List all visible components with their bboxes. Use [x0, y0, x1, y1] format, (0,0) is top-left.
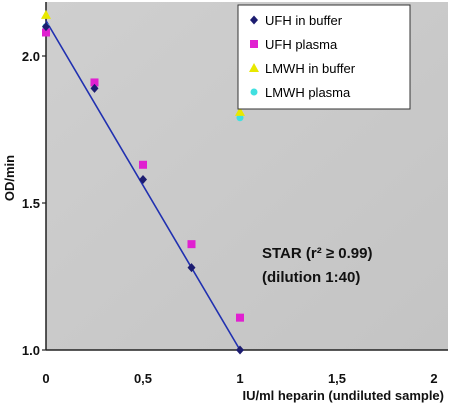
annotation-line-1: STAR (r² ≥ 0.99) — [262, 245, 372, 262]
legend: UFH in buffer UFH plasma LMWH in buffer LMW… — [237, 4, 411, 110]
legend-marker — [250, 15, 258, 25]
data-point — [236, 345, 244, 355]
data-point — [187, 263, 196, 273]
data-point — [187, 240, 196, 249]
data-point — [236, 313, 244, 322]
data-point — [42, 22, 50, 32]
data-point — [139, 160, 147, 169]
y-tick-label: 2.0 — [22, 49, 40, 64]
y-axis-title: OD/min — [2, 155, 17, 201]
x-tick-label: 0 — [42, 371, 49, 386]
x-tick-label: 0,5 — [134, 371, 152, 386]
data-point — [41, 9, 51, 19]
y-tick-label: 1.5 — [22, 196, 40, 211]
legend-label: UFH in buffer — [265, 13, 343, 28]
legend-marker — [250, 40, 258, 48]
data-point — [90, 78, 99, 87]
legend-marker — [249, 63, 259, 72]
legend-label: UFH plasma — [265, 37, 338, 52]
annotation-line-2: (dilution 1:40) — [262, 269, 360, 286]
legend-label: LMWH in buffer — [265, 61, 356, 76]
x-axis-title: IU/ml heparin (undiluted sample) — [242, 388, 444, 403]
x-tick-label: 2 — [430, 371, 437, 386]
data-point — [139, 174, 147, 184]
data-point — [42, 28, 50, 37]
x-tick-label: 1,5 — [328, 371, 346, 386]
y-tick-label: 1.0 — [22, 343, 40, 358]
data-point — [235, 106, 245, 116]
legend-label: LMWH plasma — [265, 85, 351, 100]
data-point — [236, 114, 244, 122]
x-tick-label: 1 — [236, 371, 243, 386]
legend-marker — [250, 88, 258, 96]
legend-box — [237, 4, 411, 110]
data-point — [90, 83, 99, 93]
trendline — [45, 20, 241, 351]
